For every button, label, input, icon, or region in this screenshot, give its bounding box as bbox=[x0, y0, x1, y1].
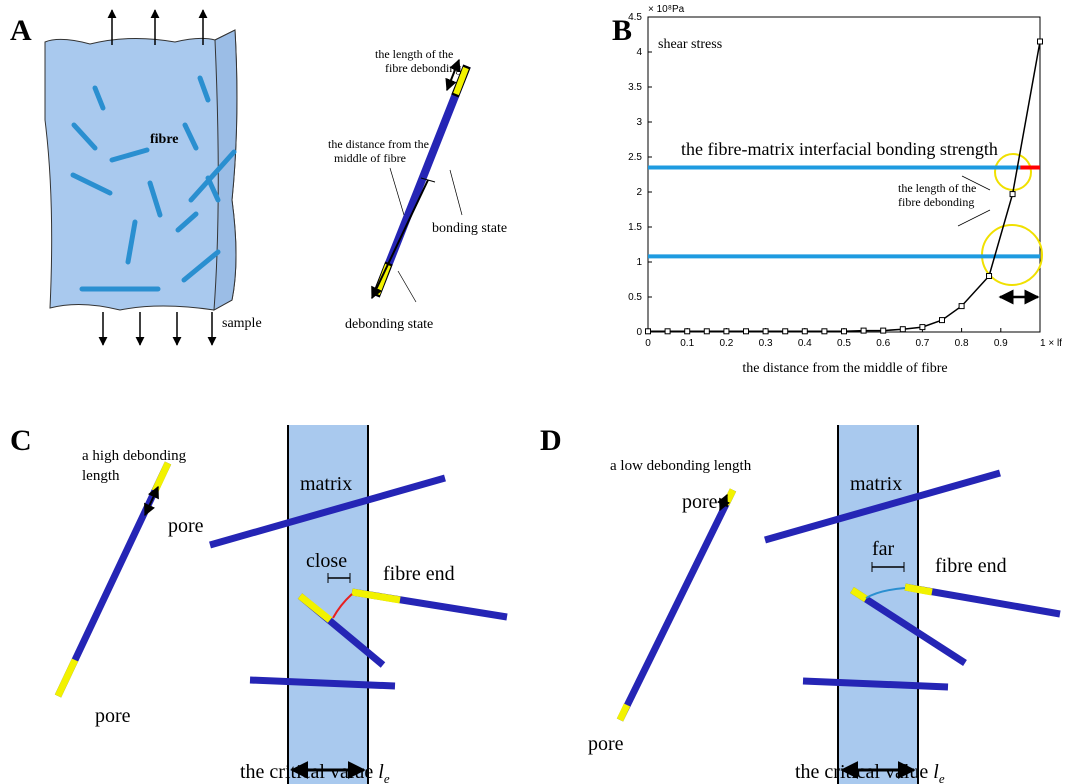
debond-length-label: the length of the bbox=[375, 47, 453, 61]
y-tick-label: 4 bbox=[636, 47, 642, 58]
x-tick-label: 0.9 bbox=[994, 338, 1008, 349]
unit-label: × 10⁸Pa bbox=[648, 4, 685, 15]
point bbox=[703, 328, 710, 335]
distance-label: the distance from the bbox=[328, 137, 429, 151]
reference-label: the fibre-matrix interfacial bonding str… bbox=[681, 139, 998, 159]
x-tick-label: 0.8 bbox=[955, 338, 969, 349]
debond-length-label: fibre debonding bbox=[385, 61, 461, 75]
panel-d: D a low debonding length matrix far fibr… bbox=[540, 424, 1061, 784]
x-tick-label: 0 bbox=[645, 338, 651, 349]
length-label: a high debonding bbox=[82, 448, 187, 464]
debonding-label: debonding state bbox=[345, 317, 433, 332]
length-arrow bbox=[144, 485, 159, 517]
panel-b: B × 10⁸Pa shear stress the fibre-matrix … bbox=[612, 4, 1062, 376]
sample-label: sample bbox=[222, 316, 262, 331]
x-axis-title: the distance from the middle of fibre bbox=[742, 361, 947, 376]
x-tick-label: 0.3 bbox=[759, 338, 773, 349]
distance-label: close bbox=[306, 550, 347, 572]
length-label: length bbox=[82, 468, 120, 484]
fibres bbox=[54, 461, 508, 698]
y-tick-label: 4.5 bbox=[628, 12, 642, 23]
crack bbox=[332, 593, 353, 619]
y-tick-label: 0 bbox=[636, 327, 642, 338]
x-tick-label: 0.6 bbox=[876, 338, 890, 349]
annotation-line bbox=[961, 175, 991, 191]
y-tick-label: 1.5 bbox=[628, 222, 642, 233]
panel-label: C bbox=[10, 424, 32, 457]
critical-label: the critical value le bbox=[795, 761, 945, 784]
matrix-label: matrix bbox=[850, 473, 902, 495]
point bbox=[743, 328, 749, 335]
panel-label: A bbox=[10, 14, 32, 47]
point bbox=[684, 328, 691, 335]
fibre-detail bbox=[371, 58, 471, 303]
point bbox=[986, 273, 993, 279]
point bbox=[645, 328, 651, 335]
fibre-end-label: fibre end bbox=[383, 563, 455, 585]
load-arrows bbox=[98, 9, 217, 346]
annotation: the length of the bbox=[898, 181, 976, 195]
point bbox=[821, 328, 828, 335]
point bbox=[664, 328, 671, 335]
panel-label: B bbox=[612, 14, 632, 47]
point bbox=[841, 328, 847, 335]
crack bbox=[865, 587, 906, 599]
x-tick-label: 0.2 bbox=[719, 338, 733, 349]
bonding-label: bonding state bbox=[432, 221, 507, 236]
series-line bbox=[648, 41, 1041, 333]
panel-c: C a high debonding length matrix close f… bbox=[10, 424, 508, 784]
point bbox=[1037, 38, 1043, 45]
panel-label: D bbox=[540, 424, 562, 457]
panel-a: A fibre sample the length of the fibre d… bbox=[10, 9, 507, 346]
sample-block bbox=[44, 29, 238, 311]
point bbox=[860, 327, 867, 334]
point bbox=[899, 326, 906, 333]
x-tick-label: 1 × lf bbox=[1040, 338, 1062, 349]
pore-label: pore bbox=[95, 705, 131, 727]
pore-label: pore bbox=[168, 515, 204, 537]
distance-label: far bbox=[872, 538, 895, 560]
y-tick-label: 2 bbox=[636, 187, 642, 198]
y-tick-label: 2.5 bbox=[628, 152, 642, 163]
y-tick-label: 3 bbox=[636, 117, 642, 128]
y-tick-label: 0.5 bbox=[628, 292, 642, 303]
point bbox=[939, 317, 945, 324]
length-arrow bbox=[716, 493, 731, 512]
distance-label: middle of fibre bbox=[334, 151, 406, 165]
point bbox=[801, 328, 808, 335]
y-tick-label: 1 bbox=[636, 257, 642, 268]
pore-label: pore bbox=[682, 491, 718, 513]
series-label: shear stress bbox=[658, 37, 722, 52]
critical-label: the critical value le bbox=[240, 761, 390, 784]
point bbox=[1009, 191, 1016, 198]
fibre-label: fibre bbox=[150, 132, 179, 147]
annotation-line bbox=[957, 209, 991, 227]
y-tick-label: 3.5 bbox=[628, 82, 642, 93]
x-tick-label: 0.5 bbox=[837, 338, 851, 349]
point bbox=[762, 328, 769, 335]
matrix-label: matrix bbox=[300, 473, 352, 495]
point bbox=[723, 328, 730, 335]
point bbox=[880, 327, 887, 334]
point bbox=[958, 303, 965, 310]
x-tick-label: 0.4 bbox=[798, 338, 812, 349]
point bbox=[782, 328, 789, 335]
x-tick-label: 0.7 bbox=[915, 338, 929, 349]
point bbox=[919, 324, 926, 331]
pore-label: pore bbox=[588, 733, 624, 755]
fibres bbox=[70, 75, 237, 292]
x-tick-label: 0.1 bbox=[680, 338, 694, 349]
matrix bbox=[288, 425, 368, 784]
highlight bbox=[994, 153, 1032, 191]
annotation: fibre debonding bbox=[898, 195, 974, 209]
length-label: a low debonding length bbox=[610, 458, 752, 474]
fibre-end-label: fibre end bbox=[935, 555, 1007, 577]
